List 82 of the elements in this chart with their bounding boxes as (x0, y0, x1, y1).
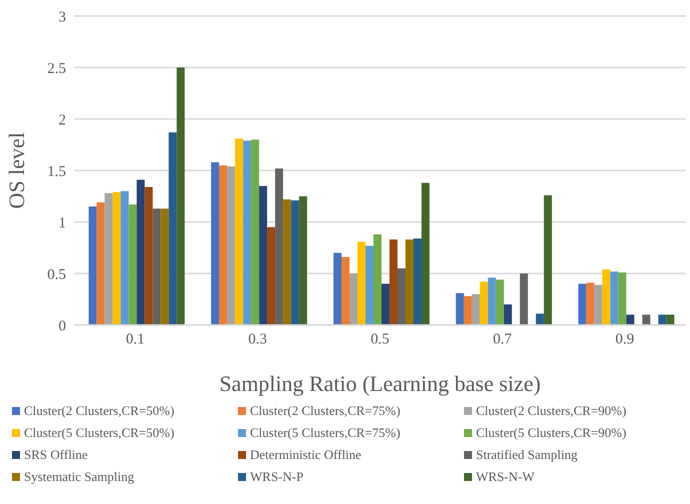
x-axis-title: Sampling Ratio (Learning base size) (219, 371, 541, 396)
bar (136, 180, 145, 325)
bar (520, 274, 528, 325)
legend-label: Cluster(5 Clusters,CR=75%) (250, 425, 400, 441)
bar (488, 278, 496, 325)
legend-label: SRS Offline (24, 447, 88, 463)
bar (283, 199, 292, 325)
bar (397, 268, 406, 325)
legend-label: Cluster(2 Clusters,CR=75%) (250, 403, 400, 419)
x-tick-label: 0.3 (248, 332, 267, 348)
legend-label: Cluster(5 Clusters,CR=50%) (24, 425, 174, 441)
y-axis-title: OS level (4, 132, 29, 209)
bar (405, 240, 414, 325)
bar (496, 280, 504, 325)
bar (267, 227, 276, 325)
x-tick-label: 0.7 (493, 332, 512, 348)
legend-label: WRS-N-P (250, 469, 304, 485)
bar (602, 269, 610, 325)
bar (128, 204, 137, 325)
bar (586, 282, 594, 325)
x-tick-label: 0.5 (370, 332, 390, 348)
bar (626, 314, 634, 325)
bar (472, 294, 480, 325)
bar (365, 246, 374, 325)
bar (152, 208, 161, 325)
bar (144, 186, 153, 325)
y-tick-label: 2.5 (47, 60, 66, 77)
legend-label: Deterministic Offline (250, 447, 362, 463)
bar (389, 240, 398, 325)
y-tick-label: 0.5 (47, 266, 66, 283)
bar (120, 191, 129, 325)
bar (504, 304, 512, 325)
bar (275, 168, 284, 325)
bar (341, 257, 350, 325)
bar (578, 284, 586, 325)
bar (235, 138, 244, 325)
x-tick-label: 0.1 (126, 332, 145, 348)
bar (88, 206, 97, 325)
bar (666, 314, 674, 325)
bar (211, 162, 220, 325)
bar (464, 296, 472, 325)
bar (349, 274, 358, 325)
bar (291, 200, 300, 325)
bar (658, 314, 666, 325)
legend-label: Stratified Sampling (476, 447, 578, 463)
bar (480, 282, 488, 325)
bar (104, 193, 113, 325)
bar (381, 284, 390, 325)
legend-label: Systematic Sampling (24, 469, 134, 485)
bar (251, 140, 260, 325)
bar (227, 166, 236, 325)
bar (544, 195, 552, 325)
bar (413, 238, 422, 325)
bar (333, 252, 342, 325)
bar (160, 208, 169, 325)
legend-label: Cluster(2 Clusters,CR=50%) (24, 403, 174, 419)
bar (618, 272, 626, 325)
bar (421, 182, 430, 325)
bar (456, 293, 464, 325)
y-tick-label: 1.5 (47, 164, 66, 180)
bar (610, 271, 618, 325)
bar (536, 314, 544, 325)
x-tick-label: 0.9 (615, 332, 634, 348)
bar (219, 165, 228, 325)
y-tick-label: 2 (58, 112, 66, 128)
bar (112, 192, 121, 325)
bar (594, 284, 602, 325)
bar (299, 196, 308, 325)
legend-label: Cluster(5 Clusters,CR=90%) (476, 425, 626, 441)
bar (176, 68, 185, 325)
y-tick-label: 1 (58, 215, 66, 232)
bar (259, 186, 268, 325)
y-tick-label: 0 (58, 318, 66, 334)
y-tick-label: 3 (58, 9, 66, 26)
legend-label: WRS-N-W (476, 469, 534, 485)
bar (243, 140, 252, 325)
bar (96, 202, 105, 325)
bar (642, 314, 650, 325)
bar (357, 242, 366, 325)
bar (373, 234, 382, 325)
bar (168, 132, 177, 325)
legend-label: Cluster(2 Clusters,CR=90%) (476, 403, 626, 419)
